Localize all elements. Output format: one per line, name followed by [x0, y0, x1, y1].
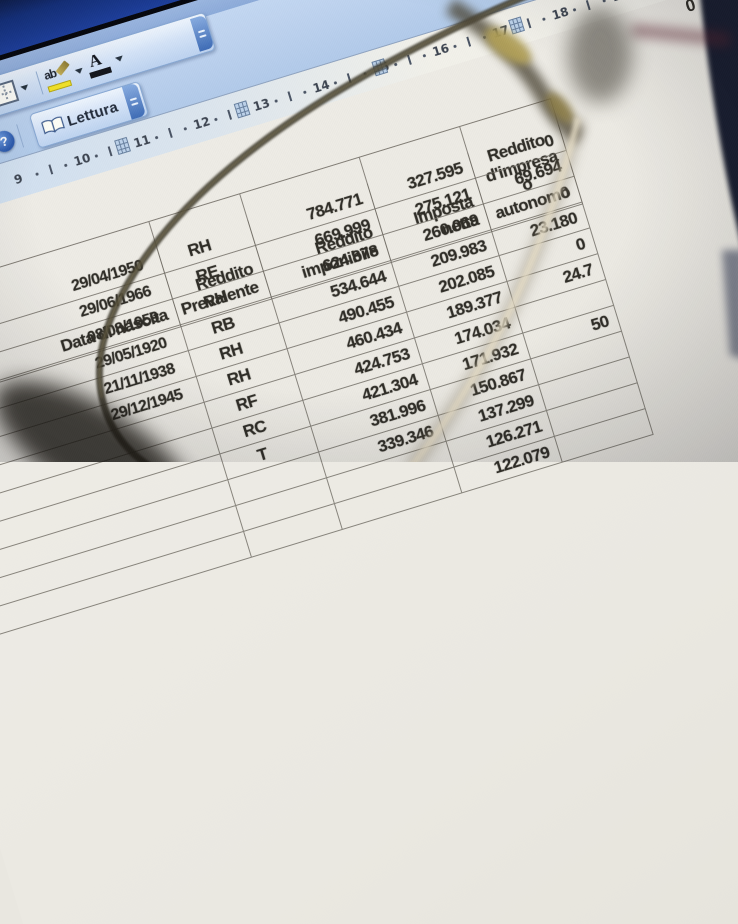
ruler-tick — [572, 7, 577, 12]
ruler-tick — [542, 17, 546, 22]
ruler-tick — [107, 146, 113, 157]
ruler-tick — [482, 35, 487, 40]
ruler-tick — [227, 109, 233, 120]
toolbar-separator — [16, 124, 25, 148]
ruler-number: 16 — [430, 41, 451, 60]
help-icon[interactable]: ? — [0, 127, 18, 155]
ruler-tick — [362, 72, 367, 76]
ruler-tick — [286, 91, 292, 102]
font-color-icon[interactable]: A — [84, 49, 114, 80]
ruler-table-column-marker[interactable] — [233, 100, 251, 119]
ruler-tick — [422, 53, 427, 58]
ruler-tick — [466, 36, 472, 47]
income-table: Data di nascita Reddito Prevalente Reddi… — [0, 98, 654, 648]
ruler-tick — [167, 127, 173, 139]
ruler-tick — [63, 163, 68, 168]
ruler-tick — [214, 117, 218, 122]
ruler-tick — [406, 54, 412, 66]
chevron-down-icon[interactable] — [74, 67, 84, 75]
ruler-number: 12 — [191, 114, 212, 133]
ruler-tick — [183, 126, 188, 131]
ruler-tick — [273, 99, 278, 104]
ruler-table-column-marker[interactable] — [508, 16, 525, 35]
reading-button-label: Lettura — [65, 98, 120, 130]
ruler-tick — [154, 135, 159, 140]
ruler-tick — [346, 73, 352, 84]
photo-of-monitor: { "toolbar": { "reading_button_label": "… — [0, 0, 738, 462]
ruler-tick — [601, 0, 606, 3]
ruler-number: 19 — [610, 0, 630, 4]
ruler-tick — [585, 0, 591, 11]
ruler-number: 14 — [311, 77, 332, 96]
ruler-tick — [94, 154, 99, 158]
ruler-number: 11 — [131, 132, 153, 151]
highlighter-icon[interactable]: ab — [42, 60, 74, 93]
ruler-number: 18 — [550, 4, 571, 23]
ruler-tick — [34, 172, 39, 177]
ruler-number: 13 — [251, 95, 272, 115]
toolbar-separator — [35, 71, 44, 95]
ruler-tick — [333, 81, 338, 85]
open-book-icon — [41, 116, 66, 135]
ruler-number: 10 — [72, 150, 93, 169]
ruler-tick — [393, 62, 398, 67]
ruler-number: 17 — [490, 22, 511, 42]
chevron-down-icon[interactable] — [20, 83, 30, 92]
ruler-table-column-marker[interactable] — [114, 136, 131, 155]
ruler-number: 9 — [12, 171, 25, 188]
ruler-tick — [302, 90, 307, 95]
toolbar-options-chevron[interactable] — [122, 82, 147, 120]
ruler-tick — [526, 18, 531, 29]
ruler-tick — [47, 164, 53, 175]
table-borders-icon[interactable] — [0, 79, 20, 108]
chevron-down-icon[interactable] — [114, 54, 124, 63]
reading-mode-button[interactable]: Lettura — [28, 80, 150, 149]
ruler-tick — [453, 44, 457, 49]
reading-toolbar: ? Lettura — [0, 46, 261, 170]
